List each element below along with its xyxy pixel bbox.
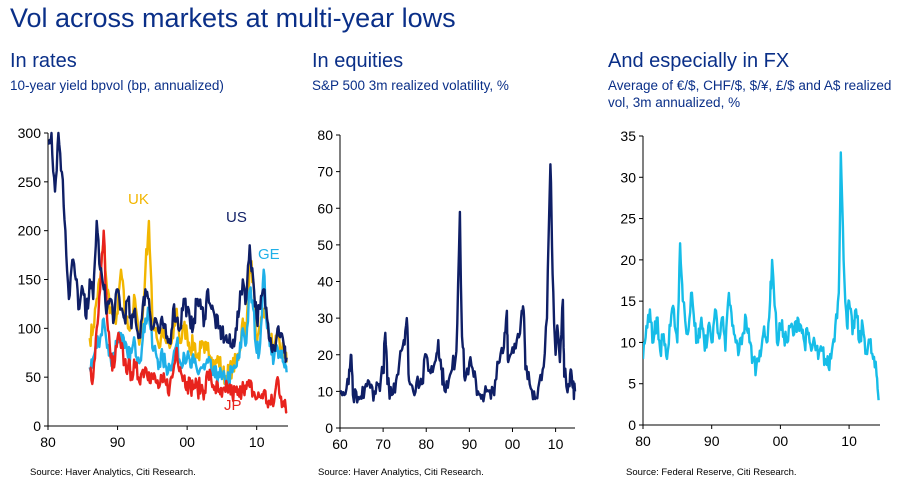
equities-x-tick-label: 70	[375, 436, 391, 452]
equities-x-tick-label: 10	[548, 436, 564, 452]
equities-y-tick-label: 60	[317, 200, 333, 216]
fx-x-tick-label: 00	[773, 433, 789, 449]
equities-x-tick-label: 00	[505, 436, 521, 452]
fx-y-tick-label: 30	[620, 169, 636, 185]
fx-source-note: Source: Federal Reserve, Citi Research.	[626, 467, 797, 478]
fx-panel-subtitle: Average of €/$, CHF/$, $/¥, £/$ and A$ r…	[608, 78, 892, 110]
fx-y-tick-label: 25	[620, 211, 636, 227]
rates-y-tick-label: 0	[33, 418, 41, 434]
equities-panel-title: In equities	[312, 50, 404, 72]
equities-x-tick-label: 90	[462, 436, 478, 452]
equities-panel-subtitle: S&P 500 3m realized volatility, %	[312, 78, 509, 93]
equities-y-tick-label: 70	[317, 164, 333, 180]
rates-panel-subtitle: 10-year yield bpvol (bp, annualized)	[10, 78, 224, 93]
equities-series-s-p-500-3m-realized-volatility	[340, 163, 577, 404]
equities-y-tick-label: 80	[317, 127, 333, 143]
main-title: Vol across markets at multi-year lows	[10, 3, 456, 33]
rates-label-ge: GE	[258, 246, 280, 263]
rates-x-tick-label: 00	[179, 434, 195, 450]
equities-x-tick-label: 60	[332, 436, 348, 452]
rates-label-us: US	[226, 209, 247, 226]
rates-series-us	[48, 131, 288, 363]
fx-y-tick-label: 0	[628, 417, 636, 433]
rates-label-jp: JP	[224, 397, 242, 414]
rates-y-tick-label: 200	[18, 223, 42, 239]
rates-y-tick-label: 100	[18, 320, 42, 336]
equities-y-tick-label: 10	[317, 383, 333, 399]
rates-label-uk: UK	[128, 191, 149, 208]
equities-source-note: Source: Haver Analytics, Citi Research.	[318, 467, 484, 478]
rates-y-tick-label: 300	[18, 125, 42, 141]
equities-y-tick-label: 40	[317, 274, 333, 290]
rates-series-ge	[88, 268, 288, 388]
equities-y-tick-label: 30	[317, 310, 333, 326]
equities-y-tick-label: 20	[317, 347, 333, 363]
fx-y-tick-label: 10	[620, 334, 636, 350]
rates-panel-title: In rates	[10, 50, 77, 72]
fx-x-tick-label: 90	[704, 433, 720, 449]
fx-x-tick-label: 10	[841, 433, 857, 449]
equities-y-tick-label: 50	[317, 237, 333, 253]
fx-y-tick-label: 35	[620, 128, 636, 144]
fx-x-tick-label: 80	[635, 433, 651, 449]
rates-series-jp	[89, 229, 288, 414]
fx-series-fx-realized-vol-average	[643, 151, 880, 401]
rates-source-note: Source: Haver Analytics, Citi Research.	[30, 467, 196, 478]
fx-y-tick-label: 15	[620, 293, 636, 309]
fx-y-tick-label: 5	[628, 376, 636, 392]
rates-y-tick-label: 250	[18, 174, 42, 190]
fx-y-tick-label: 20	[620, 252, 636, 268]
rates-x-tick-label: 80	[40, 434, 56, 450]
rates-x-tick-label: 10	[249, 434, 265, 450]
fx-panel-title: And especially in FX	[608, 50, 790, 72]
equities-x-tick-label: 80	[418, 436, 434, 452]
rates-y-tick-label: 150	[18, 272, 42, 288]
rates-y-tick-label: 50	[25, 369, 41, 385]
equities-y-tick-label: 0	[325, 420, 333, 436]
rates-x-tick-label: 90	[110, 434, 126, 450]
